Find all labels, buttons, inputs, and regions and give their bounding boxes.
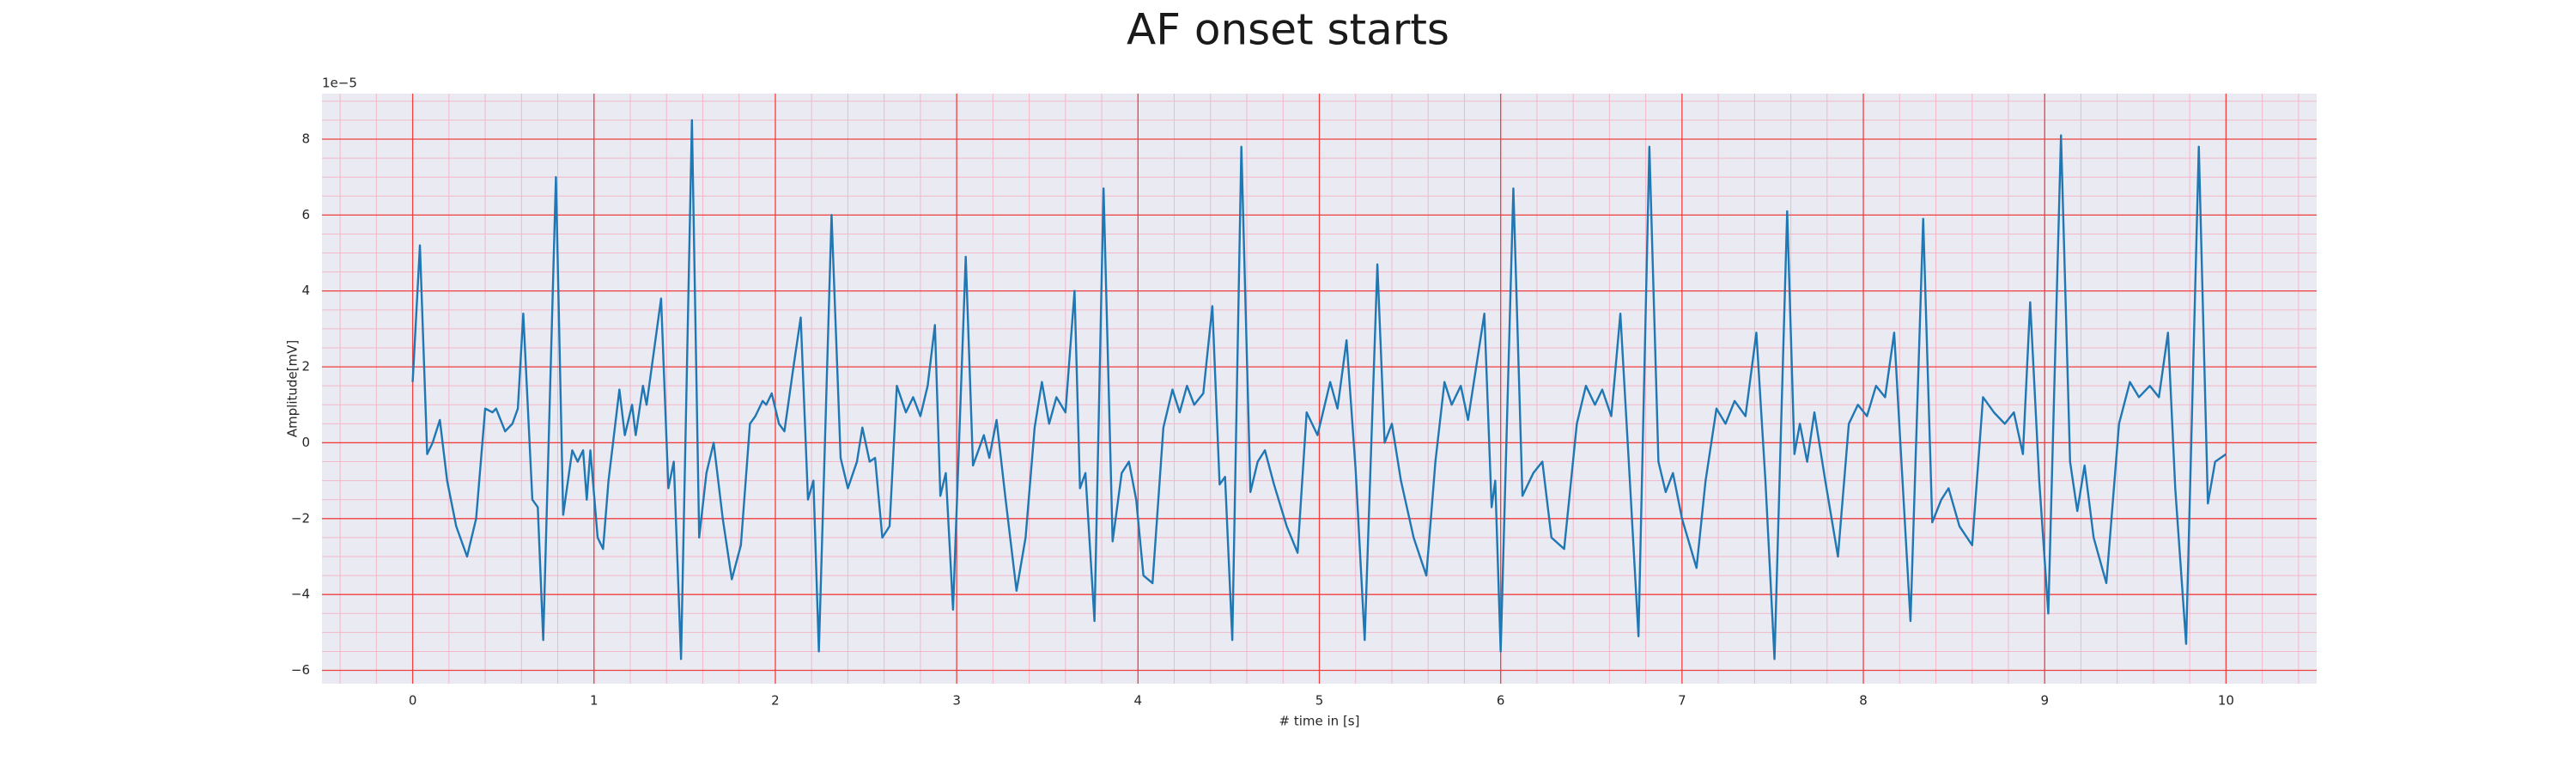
y-tick-label: −6	[291, 662, 310, 678]
x-tick-label: 2	[771, 693, 780, 709]
x-tick-label: 3	[952, 693, 961, 709]
x-tick-label: 0	[409, 693, 417, 709]
y-tick-label: 6	[301, 207, 310, 222]
chart-title: AF onset starts	[1127, 5, 1449, 55]
x-tick-label: 6	[1497, 693, 1505, 709]
x-tick-label: 9	[2040, 693, 2049, 709]
signal-line	[411, 119, 2227, 660]
y-tick-label: −4	[291, 587, 310, 602]
y-axis-label: Amplitude[mV]	[285, 340, 301, 437]
x-tick-label: 4	[1134, 693, 1143, 709]
x-tick-label: 10	[2218, 693, 2234, 709]
y-tick-label: 4	[301, 283, 310, 298]
y-tick-label: 0	[301, 435, 310, 450]
y-tick-label: 2	[301, 359, 310, 374]
x-axis-label: # time in [s]	[1279, 714, 1360, 729]
y-tick-label: 8	[301, 131, 310, 147]
x-tick-label: 7	[1678, 693, 1686, 709]
x-tick-label: 8	[1859, 693, 1868, 709]
x-tick-label: 1	[590, 693, 598, 709]
y-offset-label: 1e−5	[322, 76, 357, 91]
y-tick-label: −2	[291, 510, 310, 526]
x-tick-label: 5	[1315, 693, 1324, 709]
